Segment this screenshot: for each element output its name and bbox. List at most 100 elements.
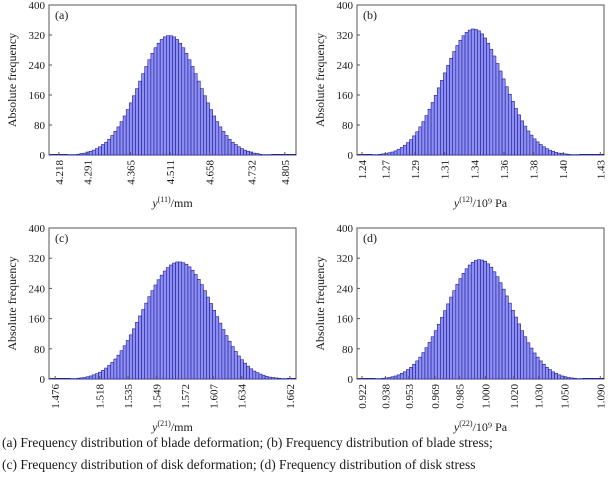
- histogram-bar: [261, 374, 266, 380]
- histogram-bar: [178, 42, 183, 156]
- histogram-bar: [492, 271, 497, 380]
- y-tick-label: 160: [29, 314, 46, 326]
- histogram-bar: [88, 375, 93, 380]
- histogram-bar: [393, 375, 398, 380]
- histogram-bar: [424, 115, 429, 156]
- histogram-bar: [381, 377, 386, 380]
- x-tick-label: 1.549: [151, 384, 163, 409]
- histogram-bar: [175, 261, 179, 380]
- histogram-bar: [95, 373, 99, 380]
- y-tick-label: 0: [348, 150, 354, 162]
- panel-b: 0 80 160 240 320 400 1.24 1.27 1.29 1.31 1.34 1.36 1…: [313, 0, 607, 210]
- y-tick-label: 0: [40, 150, 46, 162]
- histogram-bar: [135, 322, 139, 380]
- histogram-bar: [172, 262, 176, 380]
- histogram-bar: [252, 152, 257, 156]
- histogram-bar: [433, 95, 438, 156]
- histogram-bar: [128, 334, 133, 380]
- caption-line-2: (c) Frequency distribution of disk defor…: [2, 457, 476, 472]
- histogram-bar: [184, 263, 189, 380]
- y-tick-label: 240: [29, 283, 46, 295]
- histogram-bar: [138, 315, 142, 380]
- histogram-bar: [467, 264, 472, 380]
- histogram-bar: [529, 134, 534, 156]
- histogram-bar: [132, 95, 136, 156]
- histogram-bar: [215, 121, 220, 156]
- histogram-bar: [507, 302, 512, 380]
- histogram-bar: [82, 152, 87, 156]
- x-tick-label: 1.607: [208, 384, 220, 409]
- x-tick-label: 4.291: [82, 160, 94, 185]
- histogram-bar: [122, 345, 127, 380]
- histogram-bar: [203, 95, 207, 156]
- histogram-bar: [566, 153, 571, 156]
- histogram-bar: [147, 296, 152, 380]
- histogram-bar: [122, 115, 127, 156]
- histogram-bar: [470, 28, 475, 156]
- histogram-bar: [569, 377, 574, 380]
- histogram-bar: [107, 365, 112, 380]
- histogram-bar: [166, 35, 170, 156]
- histogram-bar: [270, 377, 275, 380]
- panel-a: 0 80 160 240 320 400 4.218 4.291 4.365 4.511 4.658…: [5, 0, 297, 210]
- histogram-bar: [156, 42, 161, 156]
- y-tick-label: 320: [29, 30, 46, 42]
- histogram-bar: [240, 148, 244, 156]
- histogram-bar: [412, 363, 416, 380]
- panel-label: (d): [363, 231, 377, 245]
- x-tick-label: 0.922: [357, 384, 369, 409]
- histogram-bar: [212, 309, 217, 380]
- x-axis-label: y(21)/mm: [151, 419, 193, 434]
- histogram-bar: [495, 63, 500, 156]
- histogram-bar: [224, 135, 229, 156]
- x-tick-label: 1.030: [534, 384, 546, 409]
- x-tick-label: 4.658: [205, 160, 217, 185]
- histogram-bar: [209, 303, 213, 380]
- histogram-bar: [489, 266, 494, 380]
- x-tick-label: 1.020: [509, 384, 521, 409]
- y-tick-label: 160: [29, 90, 46, 102]
- histogram-bar: [452, 290, 457, 380]
- histogram-bar: [153, 47, 158, 156]
- panel-label: (c): [55, 231, 68, 245]
- histogram-bar: [116, 126, 121, 156]
- histogram-bar: [538, 360, 543, 380]
- histogram-bar: [125, 109, 130, 156]
- histogram-bar: [557, 374, 562, 380]
- histogram-bar: [548, 369, 552, 380]
- histogram-bar: [203, 290, 207, 380]
- histogram-bar: [218, 126, 223, 156]
- histogram-bar: [233, 144, 238, 156]
- histogram-bar: [79, 377, 84, 380]
- histogram-bar: [548, 149, 552, 156]
- histogram-bar: [551, 150, 555, 156]
- y-tick-label: 80: [34, 344, 46, 356]
- histogram-bar: [237, 146, 241, 156]
- x-tick-label: 1.518: [95, 384, 107, 409]
- x-tick-label: 0.938: [380, 384, 392, 409]
- histogram-bar: [458, 278, 463, 380]
- histogram-bar: [415, 360, 420, 380]
- histogram-bar: [107, 138, 112, 156]
- histogram-bar: [113, 358, 118, 380]
- histogram-bar: [187, 59, 192, 156]
- histogram-bar: [399, 373, 404, 380]
- histogram-bar: [554, 152, 558, 156]
- histogram-bar: [184, 53, 189, 156]
- histogram-bar: [159, 274, 164, 380]
- panel-label: (b): [363, 8, 377, 22]
- histogram-bar: [141, 73, 146, 156]
- y-tick-label: 320: [29, 253, 46, 265]
- histogram-bar: [415, 131, 420, 156]
- histogram-bar: [443, 310, 447, 380]
- histogram-bar: [110, 135, 115, 156]
- histogram-bar: [101, 144, 105, 156]
- x-tick-label: 1.000: [480, 384, 492, 409]
- histogram-bar: [237, 355, 241, 380]
- y-tick-label: 160: [337, 90, 354, 102]
- y-tick-label: 400: [337, 223, 354, 235]
- histogram-bar: [477, 259, 481, 380]
- histogram-bar: [246, 365, 250, 380]
- histogram-bar: [461, 35, 466, 156]
